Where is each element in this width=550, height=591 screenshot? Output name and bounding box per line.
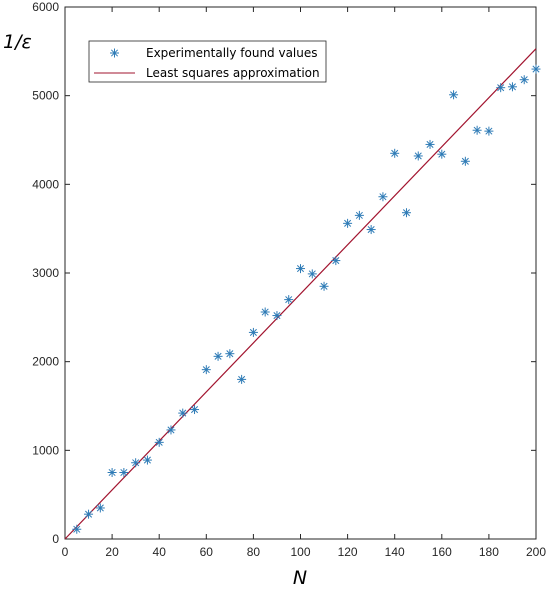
legend-box <box>88 40 327 83</box>
data-point <box>284 295 294 305</box>
data-point <box>154 437 164 447</box>
legend: Experimentally found values Least square… <box>88 40 327 83</box>
x-tick-label: 80 <box>247 545 261 559</box>
legend-label-fit: Least squares approximation <box>146 66 320 80</box>
data-point <box>507 82 517 92</box>
data-point <box>484 126 494 136</box>
x-tick-label: 60 <box>200 545 214 559</box>
data-point <box>166 425 176 435</box>
data-point <box>319 281 329 291</box>
data-point <box>366 225 376 235</box>
legend-asterisk <box>110 48 119 58</box>
data-point <box>519 75 529 85</box>
y-axis-label: 1/ε <box>3 31 32 53</box>
y-tick-labels: 0 1000 2000 3000 4000 5000 6000 <box>32 0 59 546</box>
x-tick-label: 120 <box>338 545 358 559</box>
data-point <box>248 327 258 337</box>
x-axis-label: N <box>293 567 307 589</box>
x-tick-label: 100 <box>290 545 310 559</box>
y-tick-label: 3000 <box>32 266 59 280</box>
data-point <box>213 351 223 361</box>
legend-label-experimental: Experimentally found values <box>146 46 318 60</box>
x-tick-label: 180 <box>479 545 499 559</box>
y-tick-label: 4000 <box>32 177 59 191</box>
data-point <box>437 149 447 159</box>
data-point <box>531 64 541 74</box>
data-point <box>343 218 353 228</box>
y-tick-label: 5000 <box>32 89 59 103</box>
x-tick-label: 40 <box>153 545 167 559</box>
data-point <box>331 256 341 266</box>
fit-line-segment <box>64 48 537 540</box>
y-tick-label: 0 <box>52 532 59 546</box>
data-point <box>390 148 400 158</box>
y-tick-label: 6000 <box>32 0 59 14</box>
x-tick-label: 200 <box>526 545 546 559</box>
data-point <box>378 192 388 202</box>
data-point <box>201 365 211 375</box>
data-point <box>107 468 117 477</box>
data-point <box>225 349 235 359</box>
data-point <box>272 311 282 321</box>
data-point <box>72 524 82 534</box>
legend-asterisk-icon <box>110 48 119 58</box>
data-point <box>142 455 152 465</box>
x-tick-label: 20 <box>105 545 119 559</box>
data-point <box>190 405 200 415</box>
y-tick-label: 2000 <box>32 355 59 369</box>
data-point <box>131 458 141 468</box>
data-points <box>72 64 541 534</box>
x-tick-label: 0 <box>62 545 69 559</box>
x-tick-label: 140 <box>385 545 405 559</box>
data-point <box>260 307 270 317</box>
data-point <box>84 509 94 519</box>
tick-marks <box>64 6 537 540</box>
data-point <box>425 139 435 149</box>
data-point <box>354 210 364 220</box>
data-point <box>119 468 129 477</box>
data-point <box>460 156 470 166</box>
data-point <box>401 208 411 218</box>
data-point <box>307 269 317 279</box>
y-tick-label: 1000 <box>32 443 59 457</box>
data-point <box>413 151 423 161</box>
x-tick-label: 160 <box>432 545 452 559</box>
data-point <box>296 264 305 274</box>
data-point <box>237 374 247 384</box>
x-tick-labels: 0 20 40 60 80 100 120 140 160 180 200 <box>62 545 547 559</box>
least-squares-line <box>64 48 537 540</box>
data-point <box>95 503 105 513</box>
data-point <box>178 408 188 418</box>
data-point <box>496 83 506 93</box>
data-point <box>472 125 482 135</box>
data-point <box>449 90 459 100</box>
